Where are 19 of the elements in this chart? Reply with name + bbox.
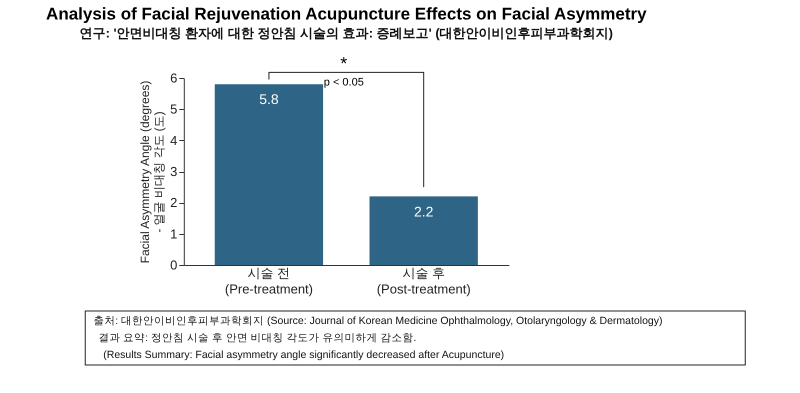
text: (Results Summary: Facial asymmetry angle significantly decreased after Acupuncture) xyxy=(103,349,504,361)
y-tick-label: 1 xyxy=(170,226,178,242)
x-tick-label: 시술 후 (Post-treatment) xyxy=(376,266,471,296)
data-label: 2.2 xyxy=(414,203,434,220)
y-tick-label: 6 xyxy=(170,70,178,86)
chart-title: Analysis of Facial Rejuvenation Acupuncture Effects on Facial Asymmetry xyxy=(46,4,648,24)
y-tick-label: 0 xyxy=(170,258,178,272)
text: * xyxy=(340,53,348,74)
x-tick-label: 시술 전 (Pre-treatment) xyxy=(224,266,313,296)
y-tick-label: 5 xyxy=(170,102,178,117)
y-axis-title: Facial Asymmetry Angle (degrees) - 얼굴 비대칭 각도 (도) xyxy=(138,80,166,264)
y-tick-label: 2 xyxy=(170,195,178,210)
data-label: 5.8 xyxy=(259,91,279,108)
chart-subtitle: 연구: '안면비대칭 환자에 대한 정안침 시술의 효과: 증례보고' (대한안이비인후피부과학회지) xyxy=(80,25,614,40)
text: 결과 요약: 정안침 시술 후 안면 비대칭 각도가 유의미하게 감소함. xyxy=(98,332,416,344)
annotation: p < 0.05 xyxy=(324,76,364,88)
y-tick-label: 4 xyxy=(170,132,178,148)
y-tick-label: 3 xyxy=(170,164,178,179)
source-note: 출처: 대한안이비인후피부과학회지 (Source: Journal of Korean Medicine Ophthalmology, Otolaryngology & Dermatology) xyxy=(93,315,663,327)
